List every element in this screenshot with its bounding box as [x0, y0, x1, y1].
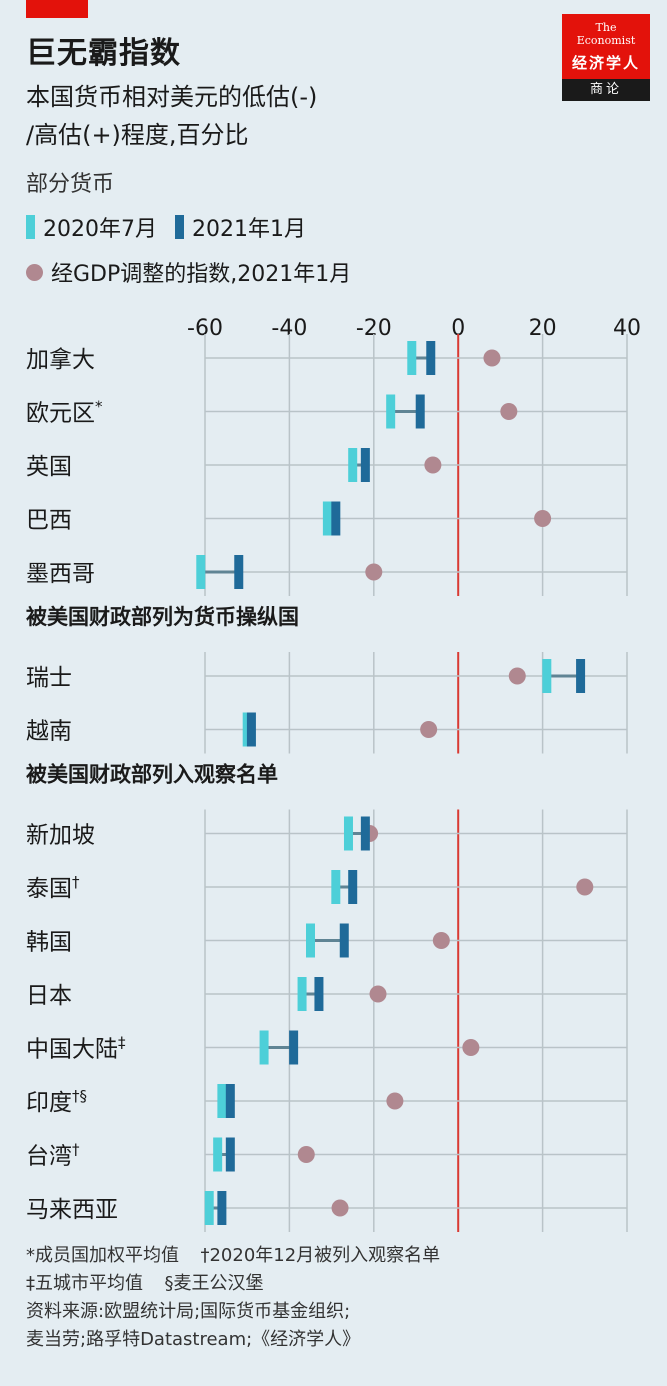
logo-economist: Economist: [576, 34, 636, 47]
footnotes: *成员国加权平均值 †2020年12月被列入观察名单 ‡五城市平均值 §麦王公汉…: [26, 1242, 646, 1354]
bar-jul2020: [343, 816, 353, 851]
bar-jan2021: [314, 977, 324, 1011]
bar-jul2020: [386, 394, 396, 429]
subtitle-line-2: /高估(+)程度,百分比: [26, 121, 249, 149]
bar-jan2021: [348, 870, 358, 904]
bar-jan2021: [331, 501, 341, 536]
bar-jan2021: [415, 394, 425, 429]
gdp-adjusted-dot: [386, 1092, 404, 1110]
group-heading: 被美国财政部列为货币操纵国: [26, 605, 299, 629]
x-tick-label: 0: [451, 316, 465, 341]
bar-jan2021: [576, 659, 586, 693]
footnote-maharaja: §麦王公汉堡: [164, 1273, 264, 1294]
bar-jan2021: [360, 816, 370, 851]
gdp-adjusted-dot: [369, 985, 387, 1003]
gdp-adjusted-dot: [483, 349, 501, 367]
chart-title: 巨无霸指数: [26, 36, 181, 71]
bar-jan2021: [225, 1084, 235, 1118]
legend-dot-gdp: [26, 263, 43, 281]
bar-jul2020: [407, 341, 417, 375]
row-label: 英国: [26, 454, 72, 480]
bar-jul2020: [259, 1030, 269, 1065]
subtitle-line-1: 本国货币相对美元的低估(-): [26, 83, 318, 111]
legend-swatch-jan2021: [175, 215, 184, 239]
footnote-watchlist: †2020年12月被列入观察名单: [200, 1245, 441, 1266]
brand-red-tab: [26, 0, 88, 18]
chart-plot: -60 -40 -20 0 20 40被美国财政部列为货币操纵国被美国财政部列入观察名单加…: [26, 316, 641, 1232]
logo-red-block: The Economist 经济学人: [562, 14, 650, 79]
row-label: 巴西: [26, 508, 72, 534]
bar-jan2021: [426, 341, 436, 375]
row-label: 马来西亚: [26, 1197, 118, 1223]
legend: 2020年7月 2021年1月: [26, 211, 306, 243]
logo-the: The: [595, 21, 617, 34]
chart-subtitle: 本国货币相对美元的低估(-) /高估(+)程度,百分比: [26, 78, 446, 154]
bar-jul2020: [306, 923, 315, 958]
footnote-five-city: ‡五城市平均值: [26, 1273, 143, 1294]
bar-jul2020: [542, 659, 552, 693]
bar-jul2020: [217, 1084, 227, 1118]
gdp-adjusted-dot: [508, 667, 526, 685]
row-label: 墨西哥: [26, 561, 95, 587]
row-label: 越南: [26, 719, 72, 745]
gdp-adjusted-dot: [500, 403, 518, 420]
bar-jul2020: [297, 977, 307, 1011]
bar-jul2020: [322, 501, 332, 536]
bar-jan2021: [246, 712, 256, 747]
gdp-adjusted-dot: [424, 456, 442, 474]
row-label: 加拿大: [26, 346, 95, 373]
row-label: 中国大陆‡: [26, 1034, 126, 1063]
gdp-adjusted-dot: [462, 1039, 480, 1056]
row-label: 印度†§: [26, 1087, 87, 1116]
row-label: 日本: [26, 983, 72, 1009]
row-label: 新加坡: [26, 823, 95, 849]
legend-label-jan2021: 2021年1月: [192, 217, 306, 242]
gdp-adjusted-dot: [297, 1146, 315, 1163]
gdp-adjusted-dot: [420, 721, 438, 738]
bar-jul2020: [204, 1191, 214, 1225]
row-label: 欧元区*: [26, 398, 103, 427]
row-label: 台湾†: [26, 1141, 80, 1170]
bar-jul2020: [213, 1137, 223, 1172]
legend-label-gdp: 经GDP调整的指数,2021年1月: [51, 262, 352, 287]
footnote-sources-1: 资料来源:欧盟统计局;国际货币基金组织;: [26, 1301, 351, 1322]
row-label: 泰国†: [26, 873, 80, 902]
bar-jul2020: [331, 870, 341, 904]
economist-logo: The Economist 经济学人 商论: [562, 14, 650, 101]
bar-jan2021: [217, 1191, 227, 1225]
gdp-adjusted-dot: [432, 932, 450, 949]
logo-sub: 商论: [562, 79, 650, 101]
footnote-line-2: ‡五城市平均值 §麦王公汉堡: [26, 1270, 646, 1298]
gdp-adjusted-dot: [534, 510, 552, 527]
row-label: 瑞士: [26, 665, 72, 691]
gdp-adjusted-dot: [576, 878, 594, 896]
bar-jul2020: [196, 555, 206, 589]
bar-jan2021: [339, 923, 349, 958]
gdp-adjusted-dot: [365, 563, 383, 581]
bar-jul2020: [348, 448, 358, 482]
bar-jan2021: [225, 1137, 235, 1172]
subset-label: 部分货币: [26, 172, 115, 197]
group-heading: 被美国财政部列入观察名单: [26, 763, 278, 787]
footnote-sources-2: 麦当劳;路孚特Datastream;《经济学人》: [26, 1329, 361, 1350]
bar-jan2021: [360, 448, 370, 482]
legend-swatch-jul2020: [26, 215, 35, 239]
footnote-line-1: *成员国加权平均值 †2020年12月被列入观察名单: [26, 1242, 646, 1270]
legend-label-jul2020: 2020年7月: [43, 217, 157, 242]
row-label: 韩国: [26, 930, 72, 956]
bar-jan2021: [234, 555, 244, 589]
gdp-adjusted-dot: [331, 1199, 349, 1217]
legend-gdp: 经GDP调整的指数,2021年1月: [26, 256, 351, 288]
logo-chinese-name: 经济学人: [571, 54, 640, 72]
bar-jan2021: [289, 1030, 299, 1065]
footnote-weighted-avg: *成员国加权平均值: [26, 1245, 179, 1266]
